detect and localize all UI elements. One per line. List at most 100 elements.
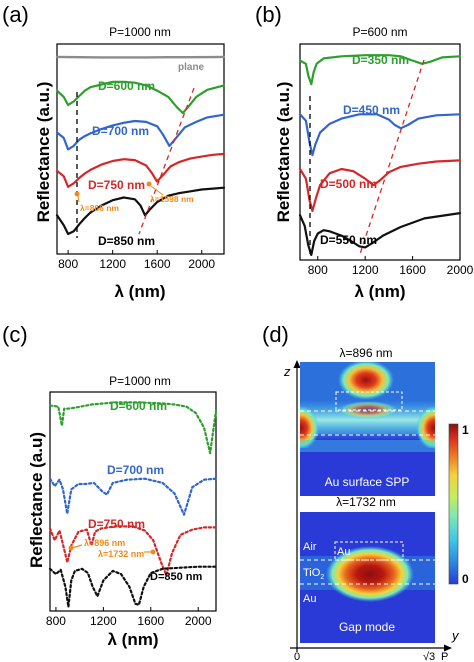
field-map-spp: [300, 362, 435, 496]
panel-a-annotation-866: λ=866 nm: [80, 203, 119, 213]
panel-b-series: [298, 54, 462, 256]
panel-c-label-d750: D=750 nm: [88, 517, 145, 531]
panel-letter-d: (d): [262, 322, 289, 347]
panel-a-series-line-3: [55, 152, 226, 188]
panel-b-series-line-0: [298, 54, 462, 86]
map-gap-title: λ=1732 nm: [336, 495, 396, 509]
panel-b-series-line-2: [298, 159, 462, 212]
panel-c-annotation-896: λ=896 nm: [84, 538, 125, 548]
panel-a-arrow-866: [77, 195, 80, 203]
colorbar-max: 1: [462, 423, 469, 437]
panel-c-series: [48, 401, 218, 608]
map-spp-hotspot-right: [416, 406, 435, 450]
panel-c: P=1000 nm Reflectance (a.u) λ (nm) 800 12…: [27, 374, 218, 649]
map-spp-particle-outline: [335, 391, 403, 411]
panel-c-series-line-1: [48, 477, 218, 516]
panel-a-label-d750: D=750 nm: [88, 178, 145, 192]
panel-b-title: P=600 nm: [352, 25, 407, 39]
panel-c-xlabel: λ (nm): [108, 630, 159, 649]
panel-c-arrow-896: [71, 544, 83, 549]
panel-a-label-plane: plane: [178, 62, 205, 73]
panel-b-xtick-label-2: 1600: [399, 263, 426, 277]
tio2-subscript: 2: [320, 574, 324, 581]
panel-b-ylabel: Reflectance (a.u.): [274, 82, 293, 223]
panel-c-label-d850: D=850 nm: [150, 571, 202, 583]
map-gap-layer-tio2: TiO2: [303, 567, 324, 581]
panel-d-y-label: y: [451, 628, 460, 643]
panel-b-label-d550: D=550 nm: [320, 233, 377, 247]
tio2-base: TiO: [303, 567, 321, 579]
panel-c-ylabel: Reflectance (a.u): [27, 432, 46, 568]
panel-a-label-d600: D=600 nm: [98, 79, 155, 93]
panel-b-ticks: 800 1200 1600 2000: [308, 256, 474, 277]
panel-c-title: P=1000 nm: [109, 374, 171, 388]
panel-a-series: [55, 55, 226, 236]
panel-c-label-d600: D=600 nm: [110, 399, 167, 413]
panel-c-xtick-label-3: 2000: [185, 614, 212, 628]
panel-a-series-line-2: [55, 113, 226, 151]
panel-c-series-line-3: [48, 565, 218, 608]
map-gap-layer-air: Air: [303, 541, 317, 553]
panel-c-xtick-label-1: 1200: [90, 614, 117, 628]
panel-a-label-d850: D=850 nm: [98, 234, 155, 248]
panel-b-series-line-1: [298, 113, 462, 157]
map-spp-lower: [300, 448, 435, 496]
map-gap-caption: Gap mode: [339, 620, 395, 634]
panel-d-tick-zero: 0: [294, 651, 300, 662]
panel-c-marker-896: [68, 545, 74, 551]
panel-b-xtick-label-1: 1200: [352, 263, 379, 277]
map-spp-title: λ=896 nm: [339, 346, 392, 360]
map-gap-particle-outline: [334, 541, 404, 561]
map-spp-caption: Au surface SPP: [325, 475, 410, 489]
panel-a-guide-red: [138, 87, 195, 235]
panel-c-xtick-label-0: 800: [46, 614, 66, 628]
panel-c-xtick-label-2: 1600: [137, 614, 164, 628]
panel-a-marker-1598: [146, 181, 152, 187]
colorbar: [448, 423, 459, 585]
panel-d-tick-sqrt3: √3: [423, 651, 435, 662]
panel-b-guide-red: [359, 59, 425, 255]
panel-c-series-line-0: [48, 401, 218, 455]
panel-letter-b: (b): [255, 2, 282, 27]
map-spp-hotspot-top: [338, 362, 394, 400]
map-gap-layer-au-substrate: Au: [303, 593, 316, 605]
panel-a-xtick-label-3: 2000: [188, 257, 215, 271]
panel-a-xtick-label-2: 1600: [144, 257, 171, 271]
panel-c-marker-1732: [150, 549, 156, 555]
map-gap-layer-au-particle: Au: [337, 546, 350, 558]
panel-a-ylabel: Reflectance (a.u.): [34, 82, 53, 223]
panel-b-series-line-3: [298, 212, 462, 256]
panel-a-series-line-4: [55, 186, 226, 236]
panel-b-xlabel: λ (nm): [355, 282, 406, 301]
colorbar-min: 0: [462, 572, 469, 586]
panel-letter-a: (a): [2, 2, 29, 27]
panel-a: P=1000 nm Reflectance (a.u.) λ (nm) 800 1…: [34, 25, 226, 301]
map-spp-lower-glow: [300, 440, 435, 452]
panel-c-frame: [49, 391, 217, 612]
panel-a-series-line-0: [55, 55, 226, 59]
panel-a-label-d700: D=700 nm: [92, 124, 149, 138]
panel-a-xlabel: λ (nm): [115, 282, 166, 301]
panel-d-z-label: z: [283, 364, 291, 379]
panel-b-frame: [299, 43, 461, 261]
panel-letter-c: (c): [2, 322, 28, 347]
panel-b-xtick-label-3: 2000: [447, 263, 474, 277]
panel-a-arrow-1598: [150, 185, 164, 196]
panel-a-marker-866: [74, 191, 80, 197]
panel-a-ticks: 800 1200 1600 2000: [58, 250, 215, 271]
panel-c-label-d700: D=700 nm: [107, 463, 164, 477]
panel-b-label-d450: D=450 nm: [343, 103, 400, 117]
panel-a-annotation-1598: λ=1598 nm: [150, 194, 194, 204]
panel-d-z-arrowhead: [293, 360, 301, 368]
panel-a-title: P=1000 nm: [109, 25, 171, 39]
panel-a-frame: [56, 43, 225, 255]
panel-a-series-line-1: [55, 80, 226, 115]
map-spp-hotspot-left: [300, 406, 319, 450]
panel-d-y-arrowhead: [444, 644, 452, 652]
panel-c-series-line-2: [48, 525, 218, 577]
panel-c-annotation-1732: λ=1732 nm: [98, 549, 144, 559]
panel-b-label-d500: D=500 nm: [320, 177, 377, 191]
panel-b-xtick-label-0: 800: [308, 263, 328, 277]
panel-b: P=600 nm Reflectance (a.u.) λ (nm) 800 12…: [274, 25, 474, 301]
